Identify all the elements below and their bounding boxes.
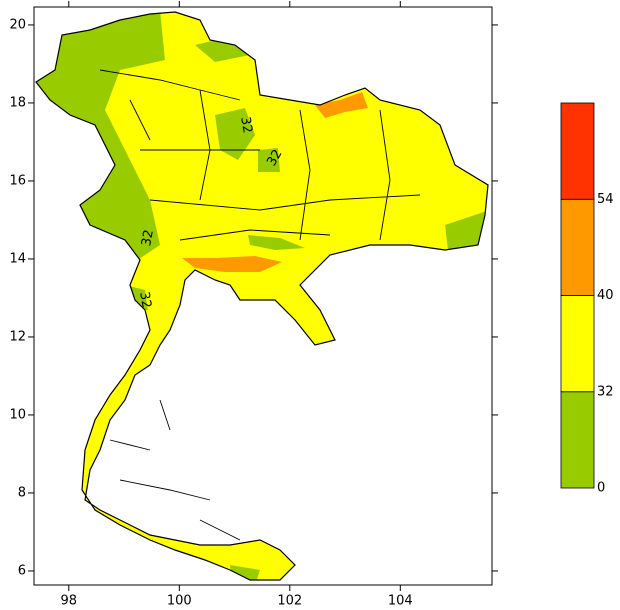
contour-label: 32 [136, 291, 154, 310]
green-zone [215, 108, 255, 160]
x-tick-label: 100 [167, 594, 192, 609]
colorbar-band [560, 391, 595, 489]
contour-label: 32 [139, 229, 157, 248]
y-tick-label: 18 [9, 95, 26, 110]
green-zone [230, 565, 260, 580]
colorbar-label: 54 [597, 192, 614, 207]
colorbar-label: 40 [597, 288, 614, 303]
y-tick-label: 14 [9, 251, 26, 266]
green-zone [258, 148, 280, 172]
y-tick-label: 10 [9, 407, 26, 422]
map [35, 11, 489, 581]
y-tick-label: 8 [18, 485, 26, 500]
orange-zone [182, 256, 282, 272]
frame [33, 6, 493, 586]
contour-label: 32 [237, 116, 255, 135]
green-zone [195, 38, 250, 62]
colorbar-label: 0 [597, 481, 605, 496]
x-tick-label: 104 [388, 594, 413, 609]
colorbar-band [560, 198, 595, 296]
y-tick-label: 6 [18, 563, 26, 578]
colorbar-label: 32 [597, 384, 614, 399]
colorbar-band [560, 295, 595, 393]
x-tick-label: 98 [61, 594, 78, 609]
colorbar-band [560, 102, 595, 200]
x-tick-label: 102 [277, 594, 302, 609]
y-tick-label: 16 [9, 173, 26, 188]
province-border [99, 69, 421, 541]
contour-label: 32 [264, 147, 285, 169]
y-tick-label: 20 [9, 17, 26, 32]
y-tick-label: 12 [9, 329, 26, 344]
green-zone [248, 235, 305, 250]
orange-zone [315, 92, 368, 118]
land-area [36, 12, 488, 580]
